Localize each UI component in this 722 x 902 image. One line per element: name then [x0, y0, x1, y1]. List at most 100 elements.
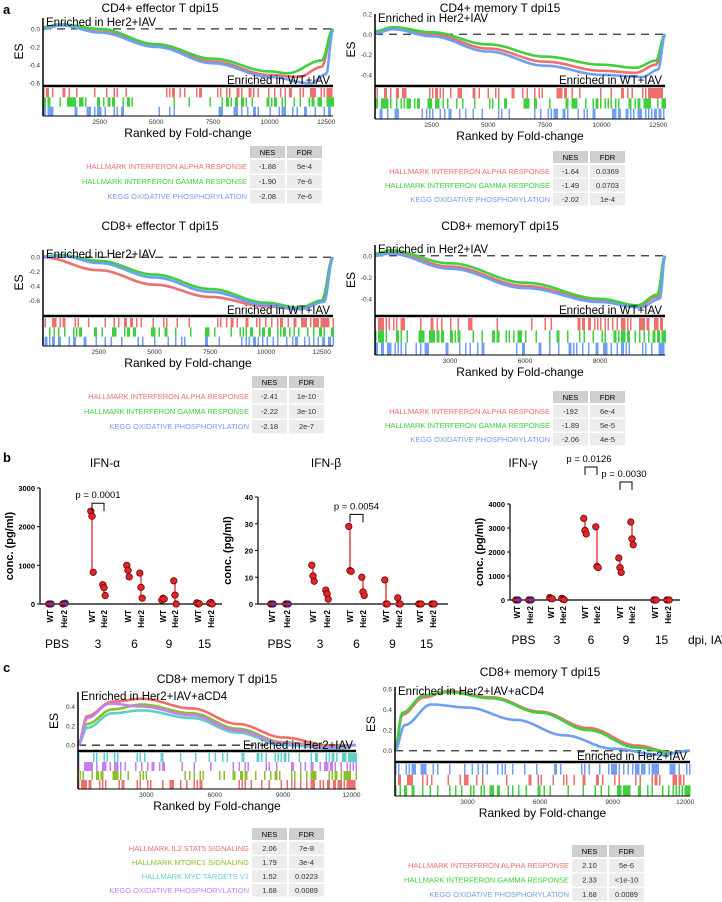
- gene-hit-mark: [304, 336, 306, 346]
- es-curve-1: [393, 689, 691, 755]
- gene-hit-mark: [67, 97, 69, 107]
- condition-label: Her2: [395, 609, 404, 627]
- gene-set-name: KEGG OXIDATIVE PHOSPHORYLATION: [109, 422, 249, 431]
- fdr-cell: [289, 870, 324, 883]
- gene-hit-mark: [660, 108, 662, 119]
- gene-hit-mark: [292, 762, 294, 771]
- significance-bracket: [349, 513, 364, 523]
- data-point: [629, 541, 637, 549]
- gene-set-name: HALLMARK INTERFERON ALPHA RESPONSE: [389, 167, 550, 176]
- y-axis-label: ES: [364, 716, 378, 732]
- gene-hit-mark: [654, 318, 656, 331]
- gene-hit-mark: [657, 98, 659, 109]
- gene-hit-mark: [414, 764, 416, 775]
- fdr-cell: [289, 884, 324, 897]
- gene-hit-mark: [327, 780, 329, 789]
- gene-hit-mark: [331, 327, 333, 337]
- gene-hit-mark: [288, 753, 290, 762]
- gene-set-name: KEGG OXIDATIVE PHOSPHORYLATION: [109, 886, 249, 895]
- gene-hit-mark: [121, 336, 123, 346]
- fdr-cell: [289, 405, 324, 419]
- x-tick-label: 12500: [313, 349, 331, 356]
- gene-hit-mark: [675, 774, 677, 786]
- gene-hit-mark: [85, 336, 87, 346]
- gene-hit-mark: [214, 753, 216, 762]
- gene-hit-mark: [49, 327, 51, 337]
- gene-hit-mark: [310, 88, 312, 98]
- gene-hit-mark: [408, 774, 410, 786]
- y-axis-label: ES: [344, 272, 358, 288]
- gene-hit-mark: [628, 342, 630, 355]
- gene-hit-mark: [652, 330, 654, 343]
- gene-hit-mark: [637, 108, 639, 119]
- gene-hit-mark: [113, 88, 115, 98]
- condition-label: Her2: [526, 605, 535, 623]
- gene-hit-mark: [164, 327, 166, 337]
- gene-hit-mark: [114, 771, 116, 780]
- gene-hit-mark: [423, 330, 425, 343]
- gene-hit-mark: [396, 318, 398, 331]
- fdr-value: 0.0703: [596, 181, 619, 190]
- gsea-panel: CD4+ memory T dpi15 ES 0.2 0.0 -0.2 -0.4 Enric…: [344, 1, 668, 206]
- fdr-cell: [289, 420, 324, 434]
- gene-hit-mark: [511, 88, 513, 99]
- gene-hit-mark: [385, 330, 387, 343]
- gene-hit-mark: [641, 764, 643, 775]
- gene-hit-mark: [379, 330, 381, 343]
- gene-hit-mark: [622, 330, 624, 343]
- gene-hit-mark: [173, 106, 175, 116]
- gene-hit-mark: [340, 762, 342, 771]
- gene-hit-mark: [76, 88, 78, 98]
- table-header-cell: [287, 146, 322, 158]
- gene-hit-mark: [105, 780, 107, 789]
- gene-hit-mark: [411, 764, 413, 775]
- gene-hit-mark: [53, 318, 55, 328]
- gene-hit-mark: [648, 88, 650, 99]
- gene-hit-mark: [281, 318, 283, 328]
- nes-value: -1.90: [259, 177, 276, 186]
- gene-hit-mark: [44, 318, 46, 328]
- gene-hit-mark: [158, 106, 160, 116]
- fdr-value: 1e-10: [297, 392, 316, 401]
- gene-hit-mark: [233, 106, 235, 116]
- gene-hit-mark: [491, 785, 493, 796]
- gene-hit-mark: [320, 327, 322, 337]
- nes-cell: [252, 884, 287, 897]
- gene-hit-mark: [268, 97, 270, 107]
- gene-hit-mark: [603, 342, 605, 355]
- condition-label: Her2: [283, 609, 292, 627]
- gene-hit-mark: [59, 336, 61, 346]
- gene-hit-mark: [313, 780, 315, 789]
- gene-hit-mark: [329, 106, 331, 116]
- gene-hit-mark: [381, 330, 383, 343]
- y-tick-label: -0.4: [361, 296, 373, 303]
- gene-hit-mark: [98, 97, 100, 107]
- gene-hit-mark: [638, 785, 640, 796]
- gene-hit-mark: [308, 336, 310, 346]
- gene-hit-mark: [660, 318, 662, 331]
- gene-hit-mark: [630, 108, 632, 119]
- gene-hit-mark: [628, 330, 630, 343]
- gene-hit-mark: [535, 330, 537, 343]
- gene-hit-mark: [326, 88, 328, 98]
- gene-hit-mark: [436, 88, 438, 99]
- x-axis-label: Ranked by Fold-change: [153, 799, 281, 813]
- gene-hit-mark: [382, 330, 384, 343]
- gene-hit-mark: [253, 88, 255, 98]
- nes-cell: [252, 390, 287, 404]
- gene-hit-mark: [643, 98, 645, 109]
- gene-hit-mark: [355, 771, 357, 780]
- gene-hit-mark: [73, 336, 75, 346]
- gene-hit-mark: [310, 762, 312, 771]
- gene-hit-mark: [674, 774, 676, 786]
- gene-hit-mark: [465, 108, 467, 119]
- gene-hit-mark: [188, 97, 190, 107]
- gene-hit-mark: [276, 771, 278, 780]
- table-header-fdr: FDR: [619, 847, 635, 856]
- gene-hit-mark: [544, 318, 546, 331]
- gene-hit-mark: [615, 108, 617, 119]
- fdr-value: 5e-4: [297, 162, 312, 171]
- y-axis-label: conc. (pg/ml): [222, 516, 234, 585]
- gene-hit-mark: [664, 330, 666, 343]
- gene-hit-mark: [96, 771, 98, 780]
